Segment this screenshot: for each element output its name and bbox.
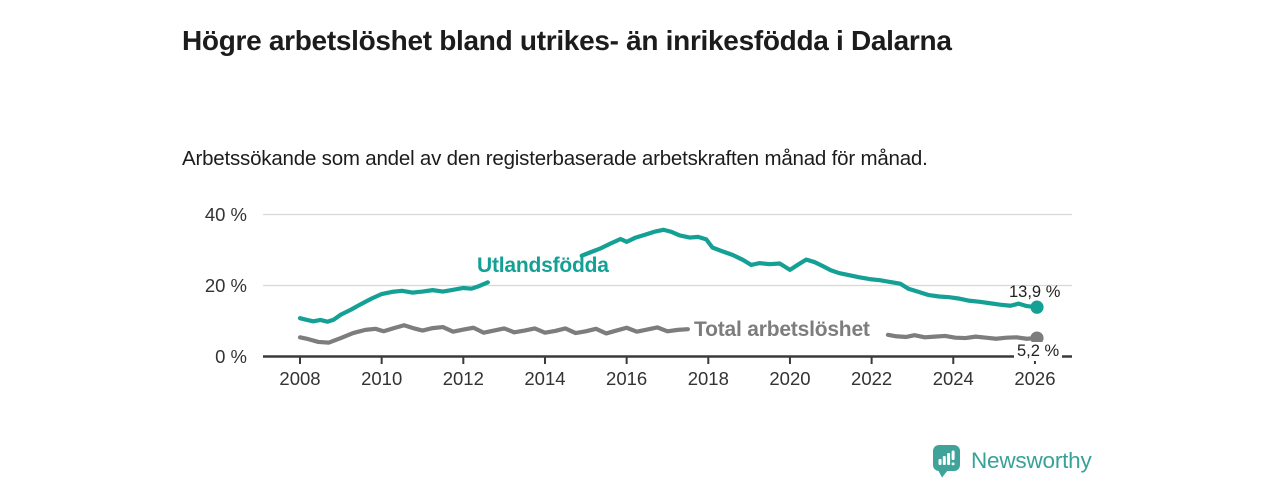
y-tick-label: 0 % (215, 346, 247, 367)
x-tick-label: 2012 (443, 368, 484, 389)
end-dot (1030, 300, 1044, 314)
series-label-utlandsfodda: Utlandsfödda (477, 254, 609, 277)
x-tick-label: 2016 (606, 368, 647, 389)
series-label-total-arbetsloshet: Total arbetslöshet (694, 318, 870, 341)
line-utlandsf-dda (297, 280, 490, 324)
newsworthy-wordmark: Newsworthy (971, 448, 1092, 473)
chart-subtitle: Arbetssökande som andel av den registerb… (182, 146, 928, 170)
line-total-arbetsl-shet (885, 332, 1040, 341)
newsworthy-logo: Newsworthy (932, 444, 1092, 478)
y-tick-label: 40 % (205, 204, 247, 225)
x-tick-label: 2022 (851, 368, 892, 389)
x-tick-label: 2018 (688, 368, 729, 389)
end-value-label-utlandsfodda: 13,9 % (1009, 283, 1061, 301)
x-tick-label: 2026 (1014, 368, 1055, 389)
x-tick-label: 2014 (524, 368, 565, 389)
line-utlandsf-dda (579, 227, 1040, 310)
newsworthy-bubble-barchart-icon (933, 445, 960, 478)
x-tick-label: 2010 (361, 368, 402, 389)
end-value-label-total: 5,2 % (1014, 342, 1063, 361)
x-tick-label: 2020 (769, 368, 810, 389)
y-tick-label: 20 % (205, 275, 247, 296)
page-title: Högre arbetslöshet bland utrikes- än inr… (182, 24, 952, 56)
x-tick-label: 2008 (279, 368, 320, 389)
line-total-arbetsl-shet (297, 323, 690, 345)
x-tick-label: 2024 (933, 368, 974, 389)
end-dot (1030, 331, 1044, 345)
